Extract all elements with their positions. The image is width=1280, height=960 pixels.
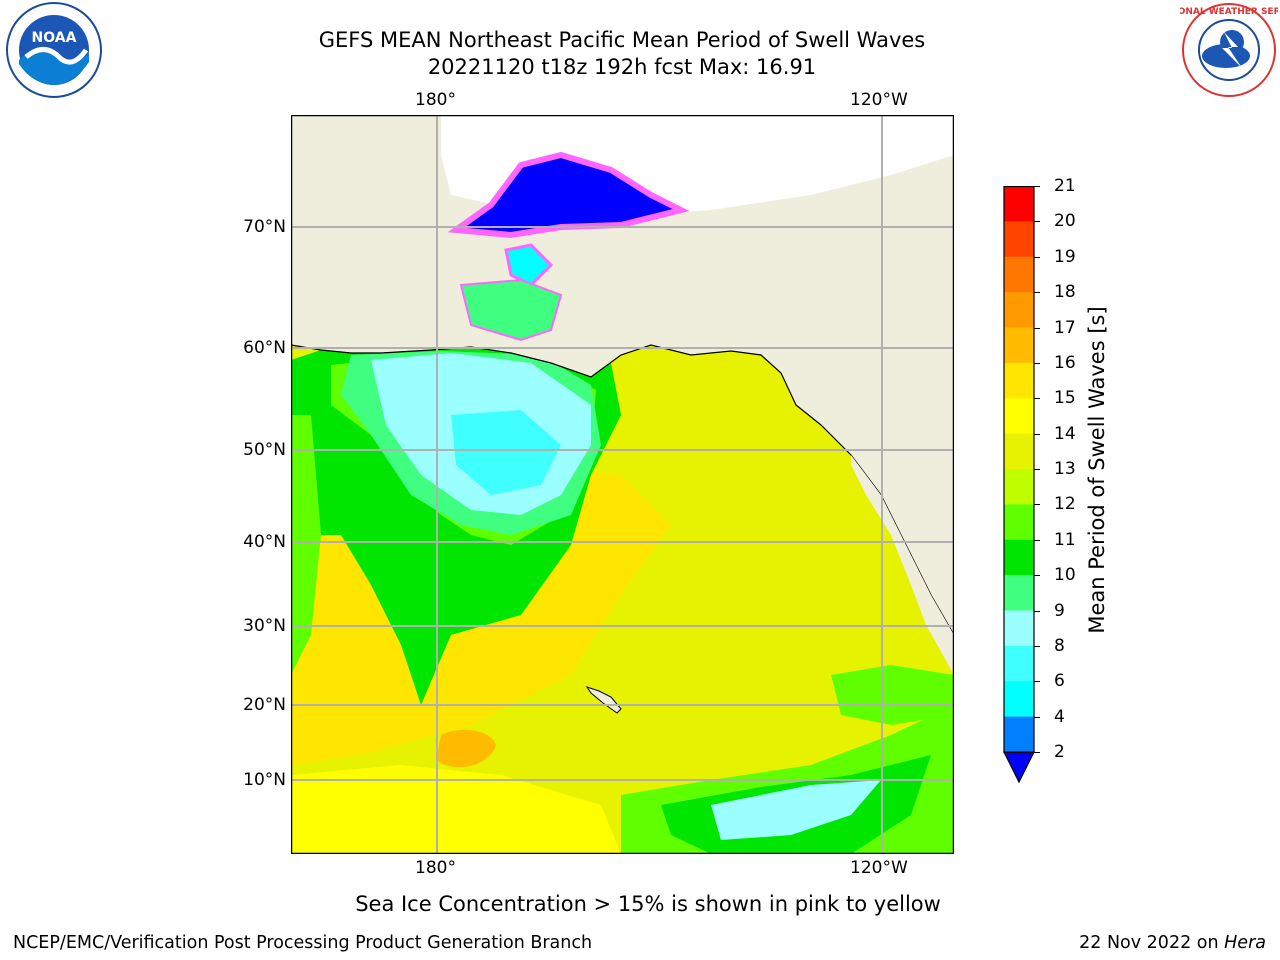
lat-tick-20n: 20°N bbox=[243, 695, 286, 715]
colorbar-tick-label: 4 bbox=[1054, 706, 1065, 727]
colorbar-tick-label: 16 bbox=[1054, 352, 1076, 373]
colorbar-svg bbox=[1003, 185, 1035, 784]
colorbar-bin bbox=[1004, 681, 1034, 718]
chukchi-ice-region bbox=[447, 151, 690, 239]
chart-title: GEFS MEAN Northeast Pacific Mean Period … bbox=[318, 28, 926, 52]
colorbar-tick-label: 19 bbox=[1054, 246, 1076, 267]
chart-subtitle: 20221120 t18z 192h fcst Max: 16.91 bbox=[427, 55, 817, 79]
lat-tick-50n: 50°N bbox=[243, 440, 286, 460]
lon-tick-top-120w: 120°W bbox=[850, 90, 908, 110]
colorbar-tick-label: 13 bbox=[1054, 459, 1076, 479]
colorbar-tick-label: 21 bbox=[1054, 176, 1076, 196]
colorbar-tick-label: 9 bbox=[1054, 600, 1065, 621]
canada-coast bbox=[851, 455, 954, 675]
colorbar-bin bbox=[1004, 221, 1034, 258]
colorbar-bin bbox=[1004, 610, 1034, 647]
colorbar-tick-mark bbox=[1034, 398, 1040, 400]
colorbar-label: Mean Period of Swell Waves [s] bbox=[1085, 306, 1109, 634]
colorbar-tick-mark bbox=[1034, 681, 1040, 683]
colorbar-tick-label: 2 bbox=[1054, 742, 1065, 762]
footer-date: 22 Nov 2022 on Hera bbox=[1079, 932, 1266, 954]
nws-logo-text: NATIONAL WEATHER SERVICE bbox=[1180, 7, 1278, 17]
noaa-logo-text: NOAA bbox=[32, 30, 77, 46]
colorbar-bin bbox=[1004, 433, 1034, 470]
map-panel bbox=[290, 114, 955, 855]
colorbar-tick-mark bbox=[1034, 504, 1040, 506]
colorbar-bin bbox=[1004, 575, 1034, 611]
footer-date-text: 22 Nov 2022 on bbox=[1079, 933, 1225, 953]
colorbar-tick-mark bbox=[1034, 256, 1040, 258]
colorbar-tick-label: 14 bbox=[1054, 423, 1076, 444]
footer-machine: Hera bbox=[1224, 933, 1266, 953]
colorbar-tick-mark bbox=[1034, 716, 1040, 718]
lat-tick-30n: 30°N bbox=[243, 616, 286, 636]
nws-logo: NATIONAL WEATHER SERVICE bbox=[1154, 2, 1280, 98]
north-landmass bbox=[290, 114, 955, 638]
colorbar-tick-label: 10 bbox=[1054, 565, 1076, 586]
colorbar-tick-mark bbox=[1034, 752, 1040, 753]
lat-tick-60n: 60°N bbox=[243, 338, 286, 358]
map-svg bbox=[290, 114, 955, 855]
colorbar-tick-label: 20 bbox=[1054, 211, 1076, 232]
swell-band-tropics-9s bbox=[711, 780, 881, 840]
colorbar-tick-mark bbox=[1034, 292, 1040, 294]
colorbar-tick-mark bbox=[1034, 645, 1040, 647]
colorbar-bin bbox=[1004, 716, 1034, 753]
noaa-logo: NOAA bbox=[4, 2, 104, 98]
colorbar-tick-label: 15 bbox=[1054, 388, 1076, 409]
swell-band-west-edge bbox=[291, 415, 321, 675]
colorbar-tick-mark bbox=[1034, 221, 1040, 223]
colorbar-bin bbox=[1004, 398, 1034, 435]
bering-north-region bbox=[459, 278, 563, 342]
colorbar-tick-label: 11 bbox=[1054, 529, 1076, 550]
swell-band-14s bbox=[291, 765, 621, 854]
hawaii-islands bbox=[585, 686, 622, 714]
colorbar-bin bbox=[1004, 292, 1034, 328]
colorbar-bin bbox=[1004, 504, 1034, 541]
footer-credit: NCEP/EMC/Verification Post Processing Pr… bbox=[13, 933, 593, 953]
colorbar-tick-label: 17 bbox=[1054, 317, 1076, 338]
colorbar-bin bbox=[1004, 186, 1034, 222]
sea-ice-note: Sea Ice Concentration > 15% is shown in … bbox=[355, 892, 941, 916]
bering-ice-region bbox=[504, 243, 554, 287]
swell-band-8s bbox=[451, 410, 561, 495]
colorbar-tick-label: 6 bbox=[1054, 671, 1065, 692]
lon-tick-bottom-120w: 120°W bbox=[850, 858, 908, 878]
colorbar bbox=[1000, 185, 1040, 786]
lon-tick-top-180: 180° bbox=[415, 90, 456, 110]
colorbar-bin bbox=[1004, 256, 1034, 293]
colorbar-tick-mark bbox=[1034, 539, 1040, 541]
colorbar-bin bbox=[1004, 469, 1034, 505]
colorbar-bin bbox=[1004, 327, 1034, 364]
colorbar-bin bbox=[1004, 645, 1034, 682]
colorbar-tick-label: 8 bbox=[1054, 635, 1065, 656]
colorbar-tick-mark bbox=[1034, 362, 1040, 364]
swell-band-east-12s bbox=[831, 665, 954, 725]
colorbar-tick-mark bbox=[1034, 469, 1040, 470]
colorbar-bin bbox=[1004, 362, 1034, 399]
map-frame bbox=[290, 114, 955, 855]
colorbar-tick-mark bbox=[1034, 327, 1040, 329]
colorbar-tick-mark bbox=[1034, 610, 1040, 612]
colorbar-tick-mark bbox=[1034, 186, 1040, 187]
colorbar-extend-triangle bbox=[1003, 751, 1035, 784]
map-gridlines bbox=[291, 115, 954, 854]
colorbar-tick-mark bbox=[1034, 575, 1040, 577]
lat-tick-70n: 70°N bbox=[243, 217, 286, 237]
lon-tick-bottom-180: 180° bbox=[415, 858, 456, 878]
colorbar-tick-label: 12 bbox=[1054, 494, 1076, 515]
lat-tick-40n: 40°N bbox=[243, 532, 286, 552]
colorbar-tick-label: 18 bbox=[1054, 282, 1076, 303]
swell-band-16s-patch bbox=[436, 729, 496, 768]
lat-tick-10n: 10°N bbox=[243, 770, 286, 790]
colorbar-bin bbox=[1004, 539, 1034, 576]
colorbar-tick-mark bbox=[1034, 433, 1040, 435]
